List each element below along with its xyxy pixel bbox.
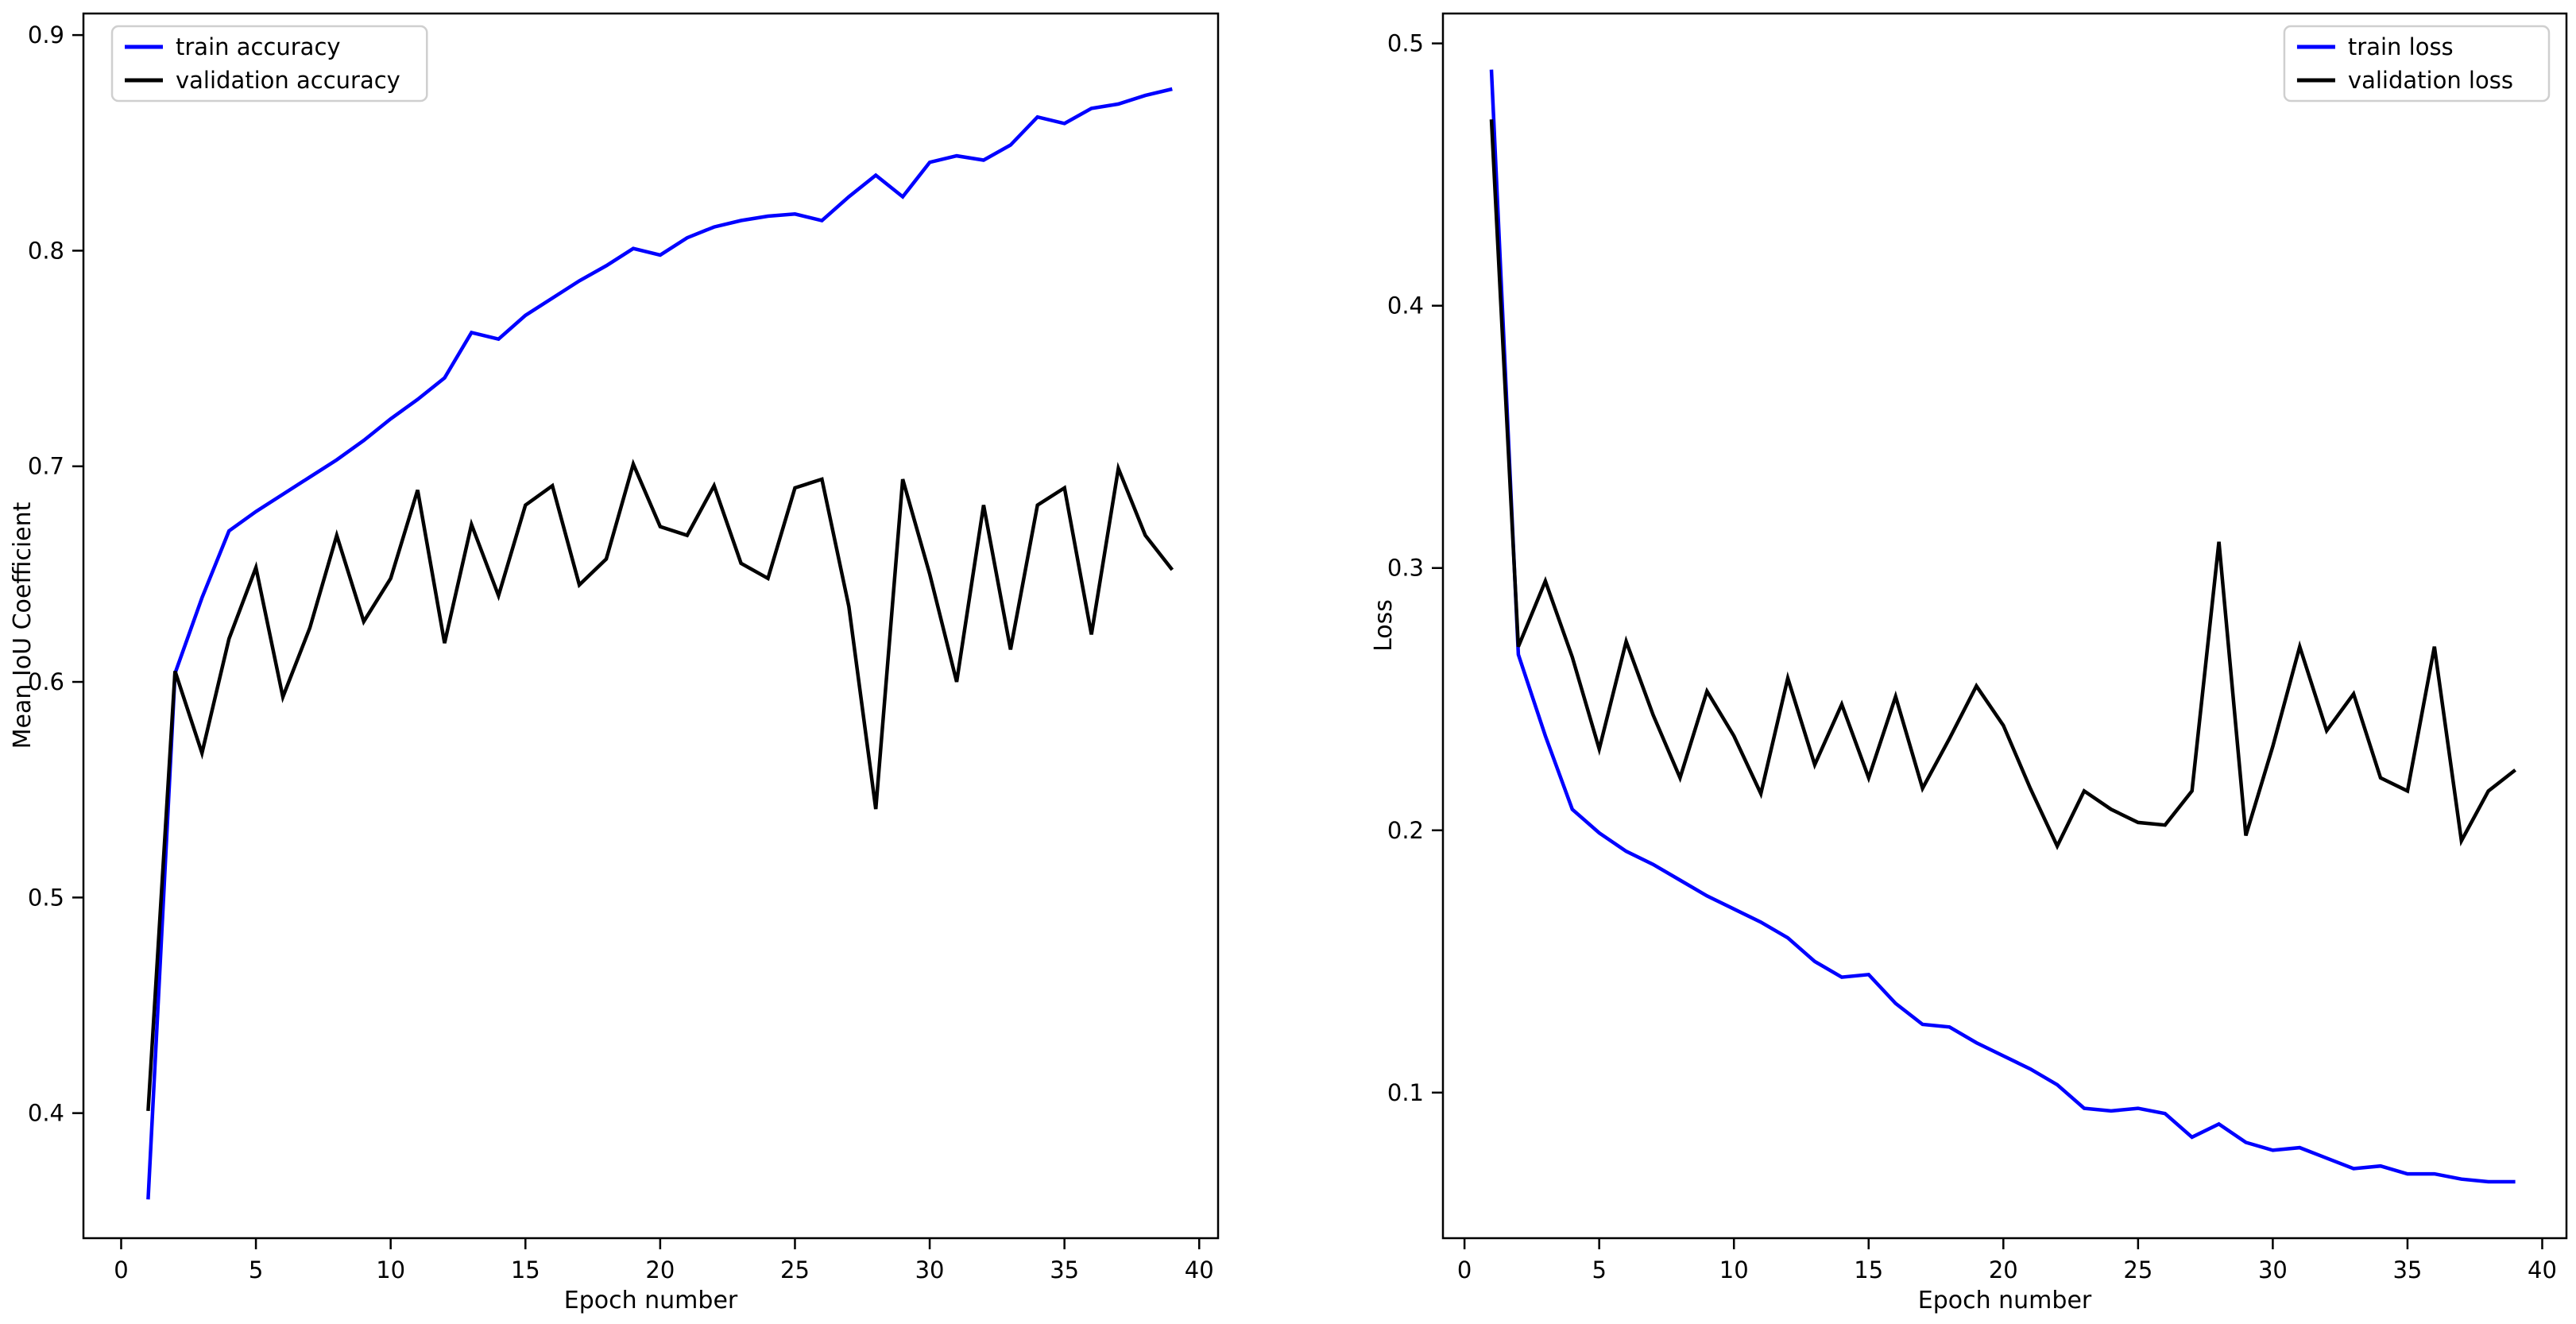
y-tick-label: 0.6 xyxy=(28,668,64,695)
x-tick-label: 25 xyxy=(780,1256,810,1283)
x-tick-label: 40 xyxy=(2528,1256,2557,1283)
curve-train-loss xyxy=(1489,69,2516,1184)
x-tick-label: 20 xyxy=(1989,1256,2018,1283)
y-tick-label: 0.4 xyxy=(28,1100,64,1127)
legend-box xyxy=(2283,25,2551,103)
accuracy-yaxis-title: Mean IoU Coefficient xyxy=(9,501,37,749)
curve-validation-accuracy xyxy=(146,459,1174,1112)
y-tick-label: 0.2 xyxy=(1387,817,1424,844)
x-tick-label: 30 xyxy=(2258,1256,2288,1283)
loss-chart: 0 5 10 15 20 25 30 35 40 0.1 0.2 0.3 0.4 0.5 train los… xyxy=(1387,12,2568,1283)
y-tick-label: 0.5 xyxy=(28,884,64,911)
x-tick-label: 5 xyxy=(249,1256,263,1283)
x-tick-label: 0 xyxy=(114,1256,128,1283)
y-tick-label: 0.1 xyxy=(1387,1079,1424,1106)
x-tick-label: 15 xyxy=(1854,1256,1883,1283)
y-tick-label: 0.8 xyxy=(28,237,64,264)
x-tick-label: 5 xyxy=(1592,1256,1606,1283)
plot-frame xyxy=(1441,12,2568,1240)
y-tick-label: 0.3 xyxy=(1387,555,1424,582)
y-tick-label: 0.9 xyxy=(28,21,64,48)
x-tick-label: 15 xyxy=(511,1256,540,1283)
accuracy-chart: 0 5 10 15 20 25 30 35 40 0.4 0.5 0.6 0.7 0.8 0.9 train … xyxy=(28,12,1220,1283)
accuracy-xaxis-title: Epoch number xyxy=(564,1287,738,1314)
x-tick-label: 25 xyxy=(2123,1256,2152,1283)
x-tick-label: 10 xyxy=(376,1256,405,1283)
x-tick-label: 0 xyxy=(1457,1256,1472,1283)
legend-label-train-loss: train loss xyxy=(2348,33,2454,60)
curve-validation-loss xyxy=(1489,119,2516,850)
x-tick-label: 30 xyxy=(915,1256,945,1283)
loss-xaxis-title: Epoch number xyxy=(1918,1287,2092,1314)
legend: train accuracy validation accuracy xyxy=(110,25,428,103)
curve-train-accuracy xyxy=(146,87,1173,1200)
plot-frame xyxy=(82,12,1220,1240)
x-tick-label: 35 xyxy=(2392,1256,2422,1283)
legend: train loss validation loss xyxy=(2283,25,2551,103)
x-tick-label: 40 xyxy=(1185,1256,1214,1283)
legend-label-train-accuracy: train accuracy xyxy=(176,33,341,60)
y-tick-label: 0.5 xyxy=(1387,30,1424,57)
y-tick-label: 0.4 xyxy=(1387,292,1424,319)
legend-label-validation-accuracy: validation accuracy xyxy=(176,67,400,94)
y-tick-label: 0.7 xyxy=(28,453,64,480)
x-tick-label: 20 xyxy=(645,1256,675,1283)
loss-yaxis-title: Loss xyxy=(1370,599,1398,652)
legend-label-validation-loss: validation loss xyxy=(2348,67,2513,94)
x-tick-label: 10 xyxy=(1719,1256,1749,1283)
legend-box xyxy=(110,25,428,103)
x-tick-label: 35 xyxy=(1050,1256,1079,1283)
